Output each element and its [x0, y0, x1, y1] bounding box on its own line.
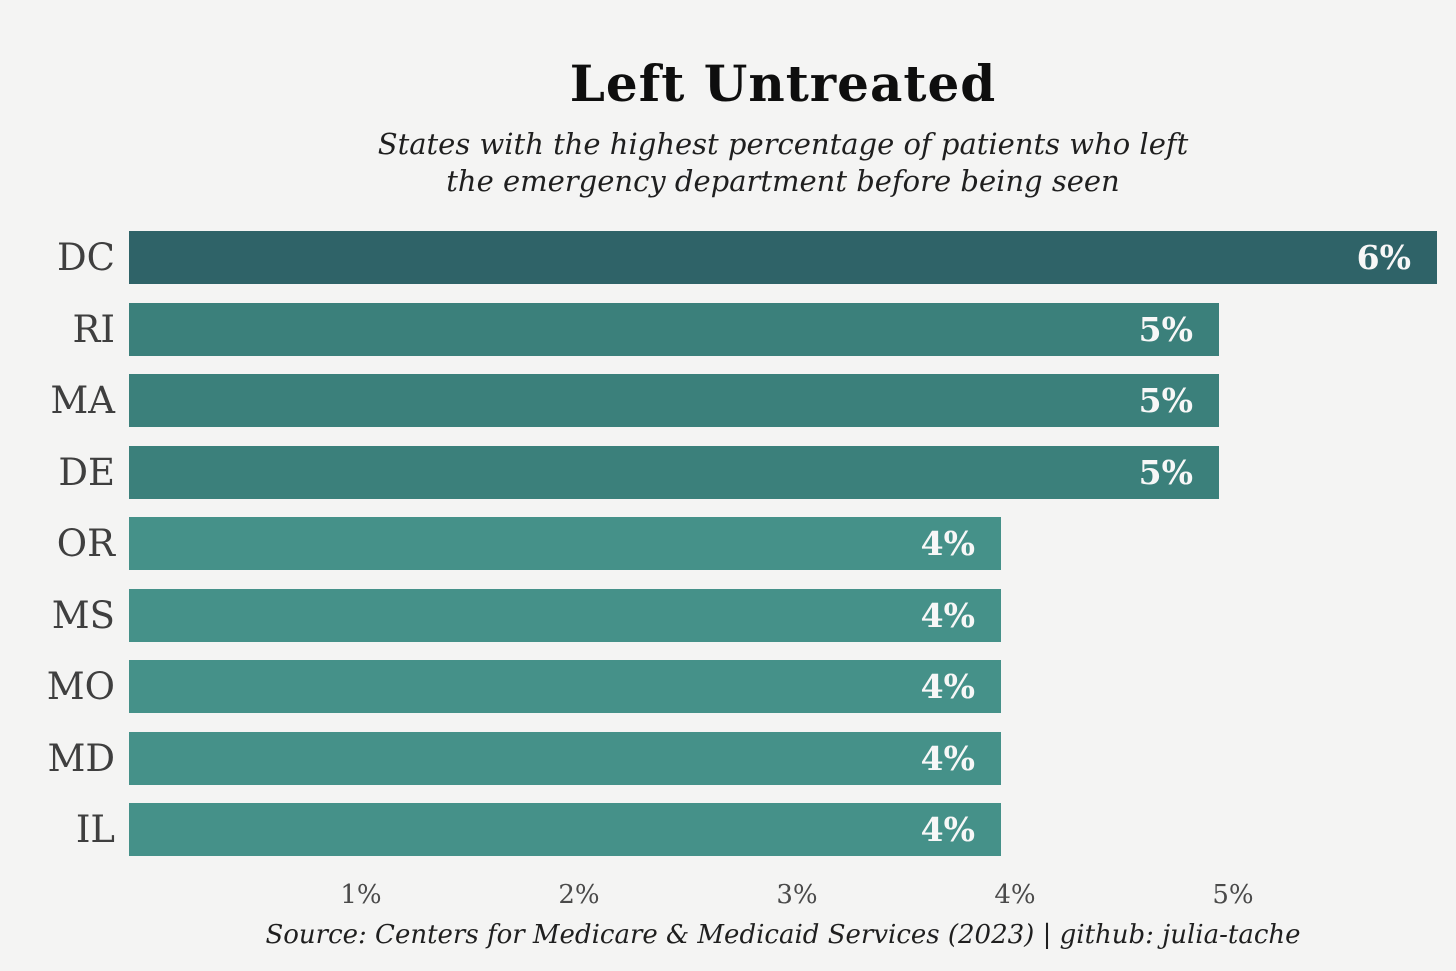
- state-label: OR: [56, 522, 115, 566]
- bar-chart: DC 6% RI 5% MA 5% DE 5% OR 4% MS 4% MO 4% MD 4% IL 4%: [0, 222, 1456, 866]
- x-tick-label: 4%: [994, 880, 1036, 910]
- x-tick-label: 1%: [340, 880, 382, 910]
- x-tick-label: 2%: [558, 880, 600, 910]
- bar: 4%: [129, 660, 1001, 714]
- x-tick-label: 5%: [1212, 880, 1254, 910]
- state-label: DE: [58, 450, 115, 494]
- bar-value-label: 4%: [920, 810, 975, 850]
- bar-track: 6%: [129, 231, 1437, 285]
- bar: 4%: [129, 588, 1001, 642]
- bar-value-label: 4%: [920, 524, 975, 564]
- bar-track: 5%: [129, 302, 1437, 356]
- bar-row: IL 4%: [0, 794, 1456, 866]
- state-label: MO: [46, 665, 115, 709]
- chart-title: Left Untreated: [569, 54, 997, 113]
- bar-track: 5%: [129, 374, 1437, 428]
- bar: 4%: [129, 517, 1001, 571]
- state-label: DC: [57, 236, 115, 280]
- state-label: MD: [47, 736, 115, 780]
- bar: 6%: [129, 231, 1437, 285]
- bar: 5%: [129, 302, 1219, 356]
- bar-track: 4%: [129, 517, 1437, 571]
- state-label: RI: [72, 307, 115, 351]
- bar-track: 4%: [129, 588, 1437, 642]
- chart-subtitle-line-2: the emergency department before being se…: [446, 164, 1120, 198]
- bar-row: DE 5%: [0, 437, 1456, 509]
- source-caption: Source: Centers for Medicare & Medicaid …: [265, 920, 1301, 950]
- bar-track: 4%: [129, 660, 1437, 714]
- bar-rows: DC 6% RI 5% MA 5% DE 5% OR 4% MS 4% MO 4% MD 4% IL 4%: [0, 222, 1456, 866]
- bar-row: RI 5%: [0, 294, 1456, 366]
- bar: 5%: [129, 374, 1219, 428]
- x-tick-label: 3%: [776, 880, 818, 910]
- bar-row: MA 5%: [0, 365, 1456, 437]
- bar-track: 5%: [129, 445, 1437, 499]
- bar-value-label: 5%: [1138, 452, 1193, 492]
- bar-row: MS 4%: [0, 580, 1456, 652]
- bar-value-label: 4%: [920, 738, 975, 778]
- chart-subtitle: States with the highest percentage of pa…: [129, 126, 1437, 200]
- chart-subtitle-line-1: States with the highest percentage of pa…: [377, 127, 1189, 161]
- bar-track: 4%: [129, 731, 1437, 785]
- state-label: MA: [50, 379, 115, 423]
- chart-header: Left Untreated States with the highest p…: [129, 56, 1437, 200]
- x-axis: 1% 2% 3% 4% 5%: [143, 880, 1451, 916]
- bar-row: DC 6%: [0, 222, 1456, 294]
- bar: 5%: [129, 445, 1219, 499]
- bar-row: MO 4%: [0, 651, 1456, 723]
- bar-value-label: 4%: [920, 595, 975, 635]
- bar-track: 4%: [129, 803, 1437, 857]
- bar-value-label: 5%: [1138, 309, 1193, 349]
- bar-value-label: 6%: [1356, 238, 1411, 278]
- bar: 4%: [129, 803, 1001, 857]
- bar: 4%: [129, 731, 1001, 785]
- bar-row: MD 4%: [0, 723, 1456, 795]
- state-label: MS: [51, 593, 115, 637]
- bar-value-label: 4%: [920, 667, 975, 707]
- state-label: IL: [75, 808, 115, 852]
- bar-value-label: 5%: [1138, 381, 1193, 421]
- bar-row: OR 4%: [0, 508, 1456, 580]
